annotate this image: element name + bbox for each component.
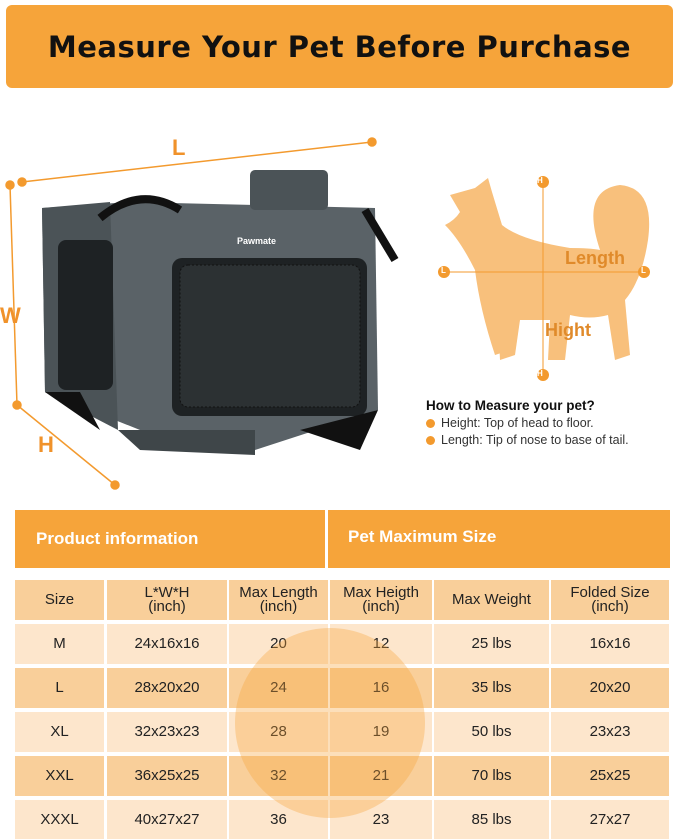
column-header-text: (inch) <box>591 598 629 615</box>
bullet-text: Length: Tip of nose to base of tail. <box>441 433 629 447</box>
length-marker-right: L <box>641 266 646 275</box>
column-header: Max Weight <box>434 580 549 620</box>
table-cell: 24 <box>229 668 328 708</box>
bullet-length: Length: Tip of nose to base of tail. <box>426 433 629 447</box>
pet-crate-illustration <box>5 137 399 490</box>
title-banner: Measure Your Pet Before Purchase <box>6 5 673 88</box>
page-title: Measure Your Pet Before Purchase <box>47 29 632 64</box>
length-dimension-label: L <box>172 135 186 160</box>
height-marker-bottom: H <box>537 369 543 378</box>
column-header: L*W*H (inch) <box>107 580 227 620</box>
length-marker-left: L <box>441 266 446 275</box>
height-dimension-label: H <box>38 432 54 457</box>
height-marker-top: H <box>537 176 543 185</box>
column-header-text: Max Weight <box>452 591 531 608</box>
table-cell: 28x20x20 <box>107 668 227 708</box>
table-cell: 24x16x16 <box>107 624 227 664</box>
table-cell: M <box>15 624 104 664</box>
table-cell: 23 <box>330 800 432 839</box>
width-dimension-label: W <box>0 303 21 328</box>
table-cell: 32x23x23 <box>107 712 227 752</box>
table-cell: 25x25 <box>551 756 669 796</box>
table-cell: XXXL <box>15 800 104 839</box>
table-cell: 36 <box>229 800 328 839</box>
height-label: Hight <box>545 320 591 340</box>
table-cell: 25 lbs <box>434 624 549 664</box>
table-cell: 16 <box>330 668 432 708</box>
dog-silhouette <box>438 176 650 381</box>
table-cell: L <box>15 668 104 708</box>
table-cell: 40x27x27 <box>107 800 227 839</box>
brand-logo: Pawmate <box>237 236 277 246</box>
table-cell: 19 <box>330 712 432 752</box>
column-header-text: (inch) <box>148 598 186 615</box>
length-label: Length <box>565 248 625 268</box>
column-header-text: (inch) <box>362 598 400 615</box>
table-cell: 23x23 <box>551 712 669 752</box>
table-cell: 27x27 <box>551 800 669 839</box>
column-header: Folded Size (inch) <box>551 580 669 620</box>
table-cell: 16x16 <box>551 624 669 664</box>
table-cell: 85 lbs <box>434 800 549 839</box>
table-cell: 21 <box>330 756 432 796</box>
column-header: Max Heigth (inch) <box>330 580 432 620</box>
table-cell: 70 lbs <box>434 756 549 796</box>
column-header-text: Max Length <box>239 584 318 601</box>
table-cell: 20x20 <box>551 668 669 708</box>
table-cell: 32 <box>229 756 328 796</box>
bullet-text: Height: Top of head to floor. <box>441 416 594 430</box>
how-to-title: How to Measure your pet? <box>426 398 595 413</box>
column-header-text: Folded Size <box>570 584 650 601</box>
table-cell: 50 lbs <box>434 712 549 752</box>
group-header-product: Product information <box>15 510 325 568</box>
bullet-dot-icon <box>426 435 435 445</box>
column-header-text: Size <box>44 591 75 608</box>
table-cell: 20 <box>229 624 328 664</box>
table-cell: 36x25x25 <box>107 756 227 796</box>
bullet-dot-icon <box>426 418 435 428</box>
table-cell: 28 <box>229 712 328 752</box>
table-cell: XXL <box>15 756 104 796</box>
table-cell: XL <box>15 712 104 752</box>
column-header-text: Max Heigth <box>343 584 419 601</box>
column-header: Size <box>15 580 104 620</box>
column-header-text: (inch) <box>259 598 298 615</box>
group-header-pet: Pet Maximum Size <box>328 510 670 568</box>
column-header-text: L*W*H <box>144 584 190 601</box>
bullet-height: Height: Top of head to floor. <box>426 416 629 430</box>
table-cell: 35 lbs <box>434 668 549 708</box>
column-header: Max Length (inch) <box>229 580 328 620</box>
table-cell: 12 <box>330 624 432 664</box>
how-to-measure: How to Measure your pet? Height: Top of … <box>426 398 629 447</box>
